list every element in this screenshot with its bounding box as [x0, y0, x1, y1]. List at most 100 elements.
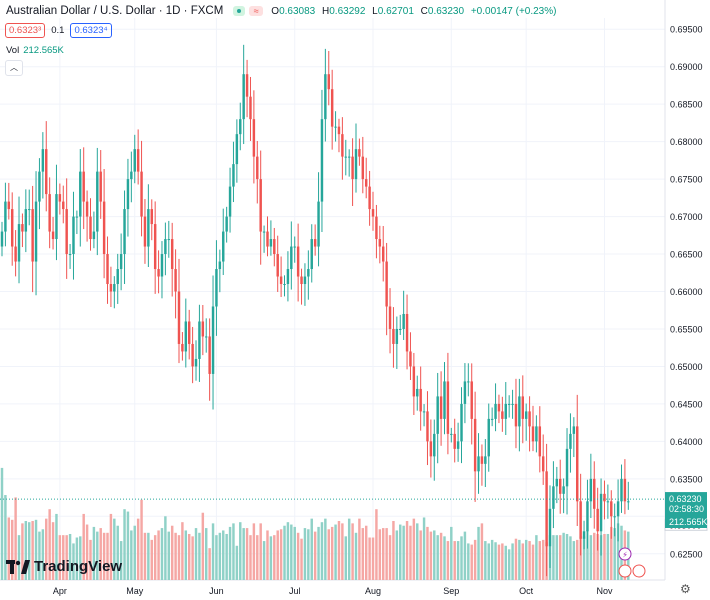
candle: [4, 182, 7, 247]
candle: [330, 69, 334, 150]
candle: [28, 189, 31, 226]
candle-body: [194, 358, 198, 367]
price-axis[interactable]: 0.69500 0.69000 0.68500 0.68000 0.67500 0.670…: [670, 25, 703, 560]
volume-bar: [38, 531, 41, 580]
candle-body: [606, 501, 610, 503]
candle-body: [507, 403, 511, 405]
candle-body: [528, 411, 531, 427]
candle-body: [31, 209, 34, 262]
candle: [361, 136, 365, 194]
candle: [623, 459, 627, 515]
gear-icon[interactable]: ⚙: [680, 582, 691, 596]
candle: [521, 375, 525, 444]
buy-button[interactable]: 0.6323⁴: [70, 23, 112, 38]
candle-body: [453, 433, 456, 449]
candle-body: [82, 171, 85, 202]
volume-bar: [14, 497, 17, 580]
candle-body: [460, 403, 463, 442]
candle-body: [358, 149, 361, 157]
candle: [201, 304, 205, 356]
volume-legend[interactable]: Vol 212.565K: [6, 45, 64, 56]
candle: [109, 266, 113, 308]
candle: [490, 407, 494, 427]
candle: [388, 288, 392, 354]
chevron-up-icon[interactable]: ︿: [5, 60, 23, 76]
candle: [296, 223, 300, 302]
candle-body: [75, 216, 79, 218]
candle-body: [279, 276, 283, 285]
flag-au-icon[interactable]: [618, 564, 632, 578]
candle: [48, 177, 51, 249]
candle: [606, 484, 610, 519]
candle-body: [381, 246, 385, 262]
candle: [484, 439, 487, 488]
candle-body: [143, 216, 147, 247]
volume-bar: [34, 519, 38, 580]
time-tick-label: Jul: [289, 586, 301, 596]
candle-body: [541, 456, 545, 472]
candle: [538, 406, 542, 473]
candle: [402, 290, 405, 340]
candle: [143, 199, 147, 264]
volume-bar: [487, 543, 490, 580]
symbol-row[interactable]: Australian Dollar / U.S. Dollar · 1D · F…: [6, 5, 560, 17]
volume-bar: [201, 512, 205, 580]
volume-bar: [283, 525, 286, 580]
volume-bar: [191, 536, 194, 580]
volume-bar: [490, 539, 494, 580]
candle: [187, 309, 191, 360]
tradingview-logo[interactable]: TradingView: [6, 558, 122, 575]
volume-bar: [501, 543, 504, 580]
symbol-title[interactable]: Australian Dollar / U.S. Dollar · 1D · F…: [6, 5, 224, 17]
candle: [586, 479, 589, 549]
candle: [106, 236, 109, 304]
candle-body: [17, 224, 21, 262]
candle: [269, 220, 273, 256]
flag-us-icon[interactable]: [632, 564, 646, 578]
last-price-label: 0.63230: [669, 494, 702, 504]
candle: [572, 417, 576, 458]
candle: [92, 211, 96, 249]
market-status-icon[interactable]: [233, 6, 246, 16]
time-axis[interactable]: Apr May Jun Jul Aug Sep Oct Nov: [53, 586, 613, 596]
price-tick-label: 0.68000: [670, 137, 703, 147]
candle: [579, 473, 582, 556]
candle-body: [623, 478, 627, 502]
candle: [422, 404, 426, 427]
volume-bar: [123, 509, 126, 580]
wave-icon[interactable]: ≈: [249, 6, 264, 16]
candle-body: [477, 456, 480, 472]
sell-button[interactable]: 0.6323³: [5, 23, 46, 38]
candle-body: [222, 231, 225, 262]
candle: [259, 150, 262, 265]
candle-body: [422, 411, 426, 413]
volume-bar: [290, 524, 293, 580]
volume-bar: [460, 536, 463, 580]
volume-bar: [330, 526, 334, 580]
candle-body: [51, 231, 55, 240]
volume-bar: [75, 537, 79, 580]
volume-bar: [99, 528, 102, 580]
candle-body: [256, 156, 259, 180]
volume-bar: [497, 544, 501, 580]
candle: [123, 190, 126, 285]
volume-bar: [235, 545, 239, 580]
candle-body: [4, 201, 7, 232]
volume-bar: [528, 541, 531, 580]
candle: [528, 396, 531, 452]
volume-bar: [72, 543, 75, 580]
candle: [589, 453, 593, 519]
volume-bar: [167, 531, 171, 580]
price-tick-label: 0.64000: [670, 437, 703, 447]
candle: [497, 394, 501, 424]
volume-bar: [531, 544, 535, 580]
candle-body: [555, 478, 559, 487]
volume-bar: [259, 523, 262, 580]
candle: [541, 434, 545, 485]
candle: [0, 221, 4, 257]
volume-bar: [68, 533, 72, 580]
volume-label: Vol: [6, 45, 20, 56]
candle-body: [273, 239, 276, 255]
lightning-icon[interactable]: [618, 547, 632, 561]
